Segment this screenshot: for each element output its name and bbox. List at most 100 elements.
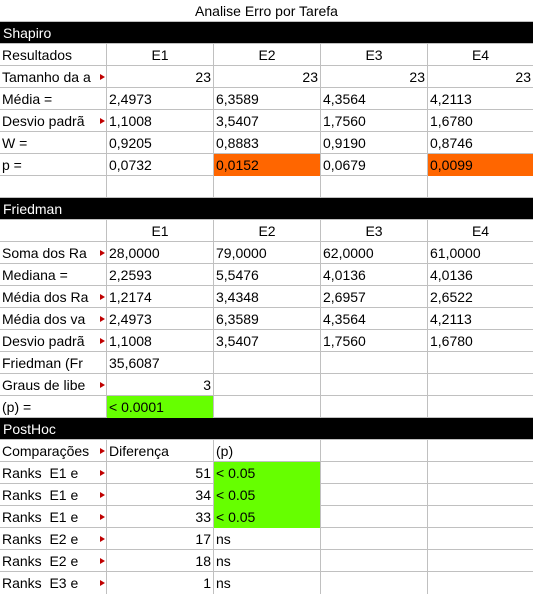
empty-cell[interactable]: [428, 550, 533, 572]
data-cell[interactable]: 3,4348: [214, 286, 321, 308]
row-label[interactable]: Ranks E2 e: [0, 528, 107, 550]
shapiro-col-e3[interactable]: E3: [321, 44, 428, 66]
empty-cell[interactable]: [428, 572, 533, 594]
friedman-col-e4[interactable]: E4: [471, 223, 490, 239]
data-cell[interactable]: 4,0136: [321, 264, 428, 286]
difference-cell[interactable]: 1: [107, 572, 214, 594]
empty-cell[interactable]: [321, 506, 428, 528]
posthoc-col-comparisons[interactable]: Comparações: [0, 440, 107, 462]
data-cell[interactable]: 4,0136: [430, 267, 473, 283]
data-cell[interactable]: 2,6957: [321, 286, 428, 308]
data-cell[interactable]: 4,2113: [430, 91, 472, 107]
empty-cell[interactable]: [321, 176, 428, 198]
p-cell[interactable]: ns: [214, 550, 321, 572]
friedman-stat-value[interactable]: 35,6087: [107, 352, 214, 374]
data-cell[interactable]: 0,0732: [107, 154, 214, 176]
empty-cell[interactable]: [428, 528, 533, 550]
row-label[interactable]: Graus de libe: [0, 374, 107, 396]
empty-cell[interactable]: [0, 220, 107, 242]
empty-cell[interactable]: [0, 176, 107, 198]
empty-cell[interactable]: [321, 572, 428, 594]
difference-cell[interactable]: 51: [107, 462, 214, 484]
shapiro-header-cell[interactable]: Shapiro: [3, 25, 52, 41]
empty-cell[interactable]: [214, 352, 321, 374]
row-label[interactable]: Desvio padrã: [0, 110, 107, 132]
difference-cell[interactable]: 18: [107, 550, 214, 572]
data-cell[interactable]: 0,8883: [214, 132, 321, 154]
posthoc-col-p[interactable]: (p): [214, 440, 321, 462]
data-cell[interactable]: 23: [515, 69, 531, 85]
data-cell[interactable]: 62,0000: [321, 242, 428, 264]
row-label[interactable]: Desvio padrã: [0, 330, 107, 352]
empty-cell[interactable]: [321, 440, 428, 462]
data-cell[interactable]: 23: [214, 66, 321, 88]
data-cell[interactable]: 1,6780: [430, 333, 473, 349]
data-cell-highlighted[interactable]: 0,0099: [428, 154, 533, 176]
data-cell[interactable]: 28,0000: [107, 242, 214, 264]
shapiro-col-e1[interactable]: E1: [107, 44, 214, 66]
degrees-of-freedom-value[interactable]: 3: [107, 374, 214, 396]
posthoc-col-difference[interactable]: Diferença: [107, 440, 214, 462]
data-cell[interactable]: 5,5476: [214, 264, 321, 286]
row-label[interactable]: p =: [0, 154, 107, 176]
posthoc-header-cell[interactable]: PostHoc: [3, 421, 56, 437]
data-cell[interactable]: 4,3564: [321, 88, 428, 110]
row-label[interactable]: Soma dos Ra: [0, 242, 107, 264]
row-label[interactable]: Ranks E3 e: [0, 572, 107, 594]
data-cell[interactable]: 3,5407: [214, 330, 321, 352]
empty-cell[interactable]: [321, 396, 428, 418]
empty-cell[interactable]: [321, 528, 428, 550]
empty-cell[interactable]: [321, 484, 428, 506]
empty-cell[interactable]: [321, 550, 428, 572]
empty-cell[interactable]: [321, 374, 428, 396]
data-cell[interactable]: 61,0000: [430, 245, 481, 261]
row-label[interactable]: Ranks E1 e: [0, 462, 107, 484]
data-cell[interactable]: 0,9205: [107, 132, 214, 154]
data-cell[interactable]: 1,7560: [321, 330, 428, 352]
empty-cell[interactable]: [214, 396, 321, 418]
row-label[interactable]: Mediana =: [0, 264, 107, 286]
empty-cell[interactable]: [428, 484, 533, 506]
data-cell[interactable]: 23: [321, 66, 428, 88]
data-cell[interactable]: 6,3589: [214, 308, 321, 330]
row-label[interactable]: (p) =: [0, 396, 107, 418]
data-cell[interactable]: 4,2113: [430, 311, 472, 327]
data-cell[interactable]: 1,7560: [321, 110, 428, 132]
empty-cell[interactable]: [214, 176, 321, 198]
empty-cell[interactable]: [428, 352, 533, 374]
data-cell[interactable]: 0,9190: [321, 132, 428, 154]
friedman-header-cell[interactable]: Friedman: [3, 201, 63, 217]
row-label[interactable]: Friedman (Fr: [0, 352, 107, 374]
data-cell[interactable]: 6,3589: [214, 88, 321, 110]
data-cell-highlighted[interactable]: 0,0152: [214, 154, 321, 176]
data-cell[interactable]: 4,3564: [321, 308, 428, 330]
friedman-col-e3[interactable]: E3: [321, 220, 428, 242]
row-label[interactable]: Ranks E2 e: [0, 550, 107, 572]
shapiro-results-label[interactable]: Resultados: [0, 44, 107, 66]
data-cell[interactable]: 1,1008: [107, 330, 214, 352]
data-cell[interactable]: 0,8746: [430, 135, 473, 151]
sheet-title[interactable]: Analise Erro por Tarefa: [195, 3, 338, 19]
empty-cell[interactable]: [214, 374, 321, 396]
data-cell[interactable]: 1,2174: [107, 286, 214, 308]
data-cell[interactable]: 1,1008: [107, 110, 214, 132]
data-cell[interactable]: 2,4973: [107, 308, 214, 330]
empty-cell[interactable]: [428, 506, 533, 528]
data-cell[interactable]: 79,0000: [214, 242, 321, 264]
empty-cell[interactable]: [321, 352, 428, 374]
empty-cell[interactable]: [321, 462, 428, 484]
p-cell-significant[interactable]: < 0.05: [214, 484, 321, 506]
data-cell[interactable]: 2,2593: [107, 264, 214, 286]
data-cell[interactable]: 3,5407: [214, 110, 321, 132]
p-cell-significant[interactable]: < 0.05: [214, 462, 321, 484]
row-label[interactable]: Média dos va: [0, 308, 107, 330]
shapiro-col-e4[interactable]: E4: [471, 47, 490, 63]
data-cell[interactable]: 23: [107, 66, 214, 88]
empty-cell[interactable]: [428, 374, 533, 396]
empty-cell[interactable]: [428, 462, 533, 484]
friedman-col-e2[interactable]: E2: [214, 220, 321, 242]
empty-cell[interactable]: [428, 396, 533, 418]
p-cell[interactable]: ns: [214, 528, 321, 550]
difference-cell[interactable]: 33: [107, 506, 214, 528]
